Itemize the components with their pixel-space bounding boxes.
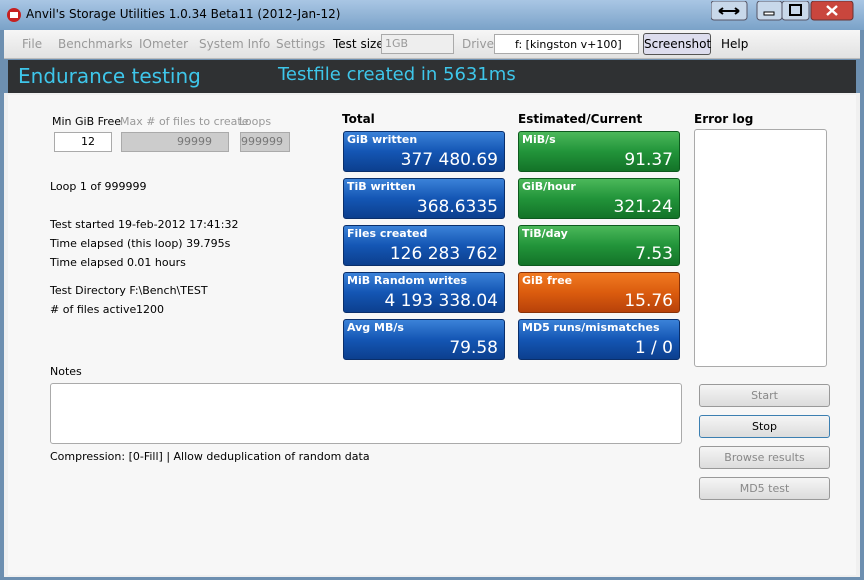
min-free-input[interactable]: 12 bbox=[54, 132, 112, 152]
max-files-label: Max # of files to create bbox=[120, 115, 249, 128]
test-size-value: 1GB bbox=[385, 37, 409, 50]
min-free-label: Min GiB Free bbox=[52, 115, 121, 128]
action-button[interactable]: MD5 test bbox=[699, 477, 830, 500]
notes-box[interactable] bbox=[50, 383, 682, 444]
menu-item[interactable]: Settings bbox=[276, 37, 326, 51]
files-active-value: 1200 bbox=[136, 303, 164, 316]
tile-label: GiB/hour bbox=[522, 180, 576, 193]
loops-label: Loops bbox=[239, 115, 272, 128]
compression-text: Compression: [0-Fill] | Allow deduplicat… bbox=[50, 450, 370, 463]
tile-value: 15.76 bbox=[624, 291, 673, 311]
drive-combo[interactable]: f: [kingston v+100] bbox=[494, 34, 639, 54]
info-line: Test started 19-feb-2012 17:41:32 bbox=[50, 218, 239, 231]
tile-value: 126 283 762 bbox=[389, 244, 498, 264]
error-log-box bbox=[694, 129, 827, 367]
error-log-heading: Error log bbox=[694, 112, 754, 126]
menu-bar: File Benchmarks IOmeter System Info Settings… bbox=[4, 30, 860, 59]
tile-label: TiB written bbox=[347, 180, 416, 193]
stat-tile: MD5 runs/mismatches 1 / 0 bbox=[518, 319, 680, 360]
stat-tile: GiB/hour 321.24 bbox=[518, 178, 680, 219]
help-menu[interactable]: Help bbox=[721, 37, 749, 51]
tile-value: 79.58 bbox=[449, 338, 498, 358]
tile-label: GiB free bbox=[522, 274, 573, 287]
stat-tile: TiB written 368.6335 bbox=[343, 178, 505, 219]
tile-value: 368.6335 bbox=[416, 197, 498, 217]
stat-tile: MiB Random writes 4 193 338.04 bbox=[343, 272, 505, 313]
tile-label: Avg MB/s bbox=[347, 321, 404, 334]
screenshot-button[interactable]: Screenshot bbox=[643, 33, 711, 55]
tile-value: 4 193 338.04 bbox=[384, 291, 498, 311]
drive-value: f: [kingston v+100] bbox=[515, 38, 622, 51]
estimated-heading: Estimated/Current bbox=[518, 112, 643, 126]
tile-label: MD5 runs/mismatches bbox=[522, 321, 660, 334]
stat-tile: GiB free 15.76 bbox=[518, 272, 680, 313]
stat-tile: Avg MB/s 79.58 bbox=[343, 319, 505, 360]
header-title: Endurance testing bbox=[18, 64, 201, 88]
menu-item[interactable]: File bbox=[22, 37, 43, 51]
max-files-input[interactable]: 99999 bbox=[121, 132, 229, 152]
total-heading: Total bbox=[342, 112, 375, 126]
test-size-label: Test size bbox=[333, 37, 384, 51]
app-icon bbox=[7, 8, 21, 22]
action-button[interactable]: Start bbox=[699, 384, 830, 407]
menu-item[interactable]: IOmeter bbox=[139, 37, 189, 51]
tile-label: MiB Random writes bbox=[347, 274, 468, 287]
action-button[interactable]: Browse results bbox=[699, 446, 830, 469]
main-panel: Min GiB Free 12 Max # of files to create 99… bbox=[4, 93, 860, 577]
info-line: Loop 1 of 999999 bbox=[50, 180, 147, 193]
tile-label: GiB written bbox=[347, 133, 418, 146]
tile-value: 7.53 bbox=[635, 244, 673, 264]
info-line: Time elapsed 0.01 hours bbox=[50, 256, 186, 269]
info-line: Time elapsed (this loop) 39.795s bbox=[50, 237, 231, 250]
tile-value: 377 480.69 bbox=[400, 150, 498, 170]
info-line: Test Directory F:\Bench\TEST bbox=[50, 284, 208, 297]
stat-tile: GiB written 377 480.69 bbox=[343, 131, 505, 172]
stat-tile: TiB/day 7.53 bbox=[518, 225, 680, 266]
stat-tile: Files created 126 283 762 bbox=[343, 225, 505, 266]
header-band: Endurance testing Testfile created in 56… bbox=[8, 60, 856, 93]
title-bar: Anvil's Storage Utilities 1.0.34 Beta11 … bbox=[0, 0, 864, 30]
drive-label: Drive bbox=[462, 37, 494, 51]
loops-input[interactable]: 999999 bbox=[240, 132, 290, 152]
tile-label: TiB/day bbox=[522, 227, 568, 240]
notes-label: Notes bbox=[50, 365, 82, 378]
tile-label: MiB/s bbox=[522, 133, 556, 146]
action-button[interactable]: Stop bbox=[699, 415, 830, 438]
info-line: # of files active bbox=[50, 303, 137, 316]
stat-tile: MiB/s 91.37 bbox=[518, 131, 680, 172]
test-size-combo[interactable]: 1GB bbox=[381, 34, 454, 54]
window-controls[interactable] bbox=[711, 1, 856, 21]
window-title: Anvil's Storage Utilities 1.0.34 Beta11 … bbox=[26, 7, 341, 21]
tile-value: 321.24 bbox=[613, 197, 673, 217]
header-status: Testfile created in 5631ms bbox=[278, 64, 516, 85]
tile-label: Files created bbox=[347, 227, 428, 240]
tile-value: 1 / 0 bbox=[634, 338, 673, 358]
menu-item[interactable]: Benchmarks bbox=[58, 37, 133, 51]
tile-value: 91.37 bbox=[624, 150, 673, 170]
menu-item[interactable]: System Info bbox=[199, 37, 271, 51]
